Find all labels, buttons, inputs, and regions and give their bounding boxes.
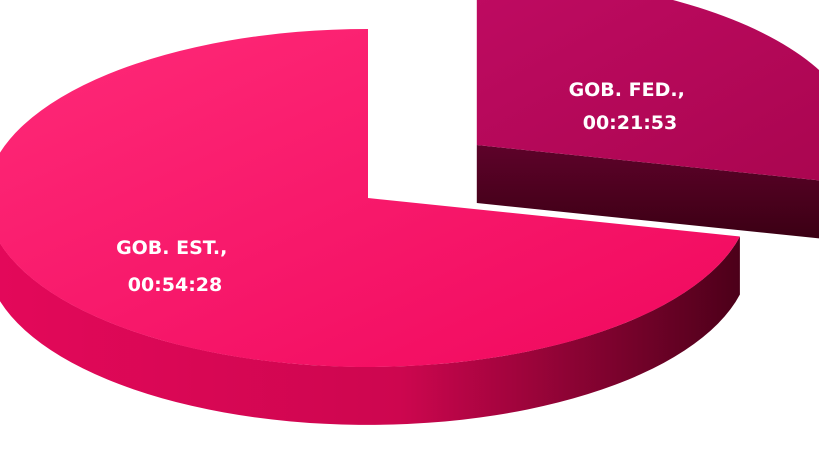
data-label-gob-fed-value: 00:21:53	[583, 112, 678, 134]
data-label-gob-fed-category: GOB. FED.,	[569, 79, 685, 101]
data-labels: GOB. FED., 00:21:53 GOB. EST., 00:54:28	[116, 79, 692, 296]
data-label-gob-fed: GOB. FED., 00:21:53	[569, 79, 692, 134]
slices-layer	[0, 0, 819, 425]
slice-gob-fed	[476, 0, 819, 181]
slice-gob-est	[0, 29, 740, 367]
data-label-gob-est-category: GOB. EST.,	[116, 237, 227, 259]
data-label-gob-est: GOB. EST., 00:54:28	[116, 237, 234, 296]
slice-gob-est-side	[0, 236, 740, 425]
data-label-gob-est-value: 00:54:28	[128, 274, 223, 296]
slice-gob-fed-inner-wall	[476, 145, 819, 239]
